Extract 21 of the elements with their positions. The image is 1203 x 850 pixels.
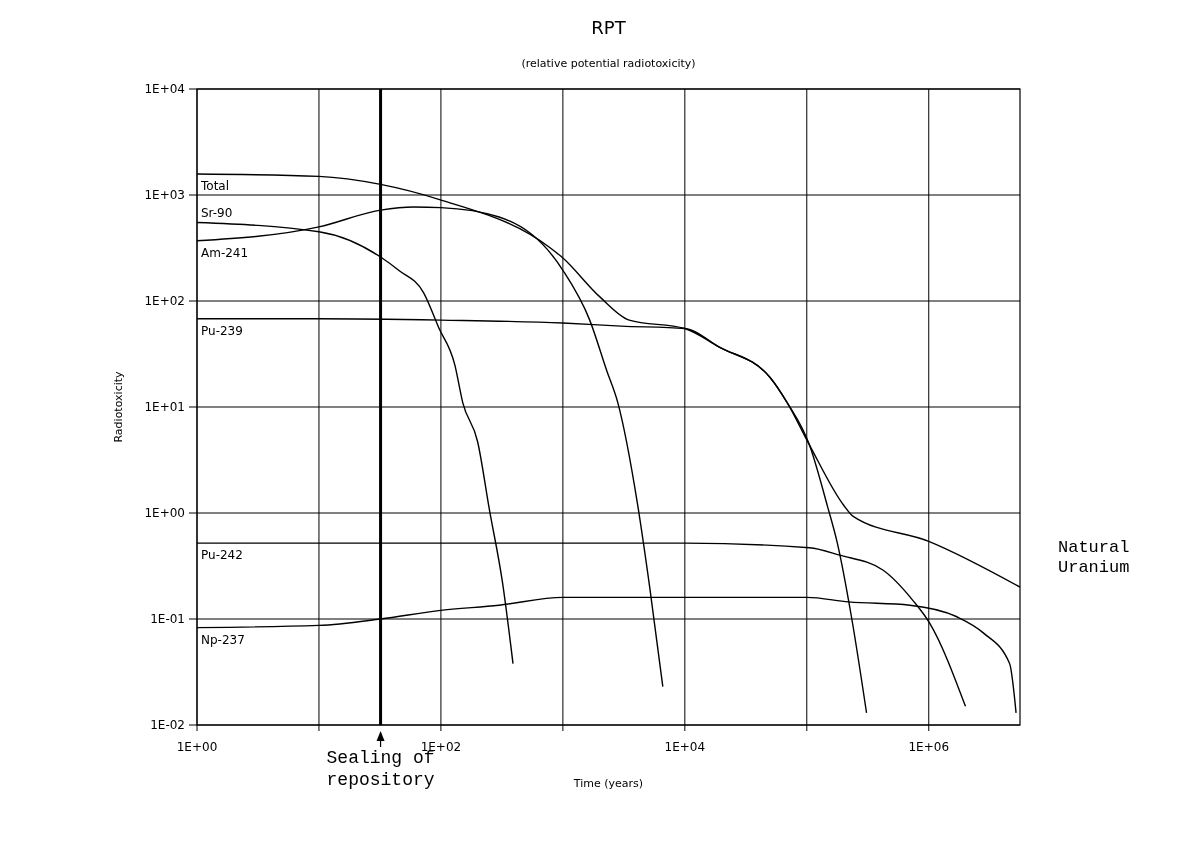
series-label: Pu-239 [201,323,243,338]
chart-title: RPT [591,17,627,38]
text: Natural Uranium [1058,538,1130,577]
y-tick-label: 1E+00 [144,506,185,520]
series-label: Pu-242 [201,548,243,563]
y-tick-label: 1E+02 [144,294,185,308]
y-axis-title: Radiotoxicity [112,370,125,443]
series-label: Total [200,178,230,193]
series-label: Sr-90 [201,205,233,220]
y-tick-label: 1E+03 [144,188,185,202]
chart-subtitle: (relative potential radiotoxicity) [521,57,696,70]
y-tick-label: 1E+04 [144,82,185,96]
x-tick-label: 1E+06 [908,740,950,754]
y-tick-label: 1E+01 [144,400,185,414]
x-axis-title: Time (years) [572,777,644,790]
x-tick-label: 1E+00 [176,740,218,754]
y-tick-label: 1E-02 [150,718,185,732]
series-label: Np-237 [201,632,245,647]
y-tick-label: 1E-01 [150,612,185,626]
series-label: Am-241 [201,245,249,260]
x-tick-label: 1E+04 [664,740,706,754]
